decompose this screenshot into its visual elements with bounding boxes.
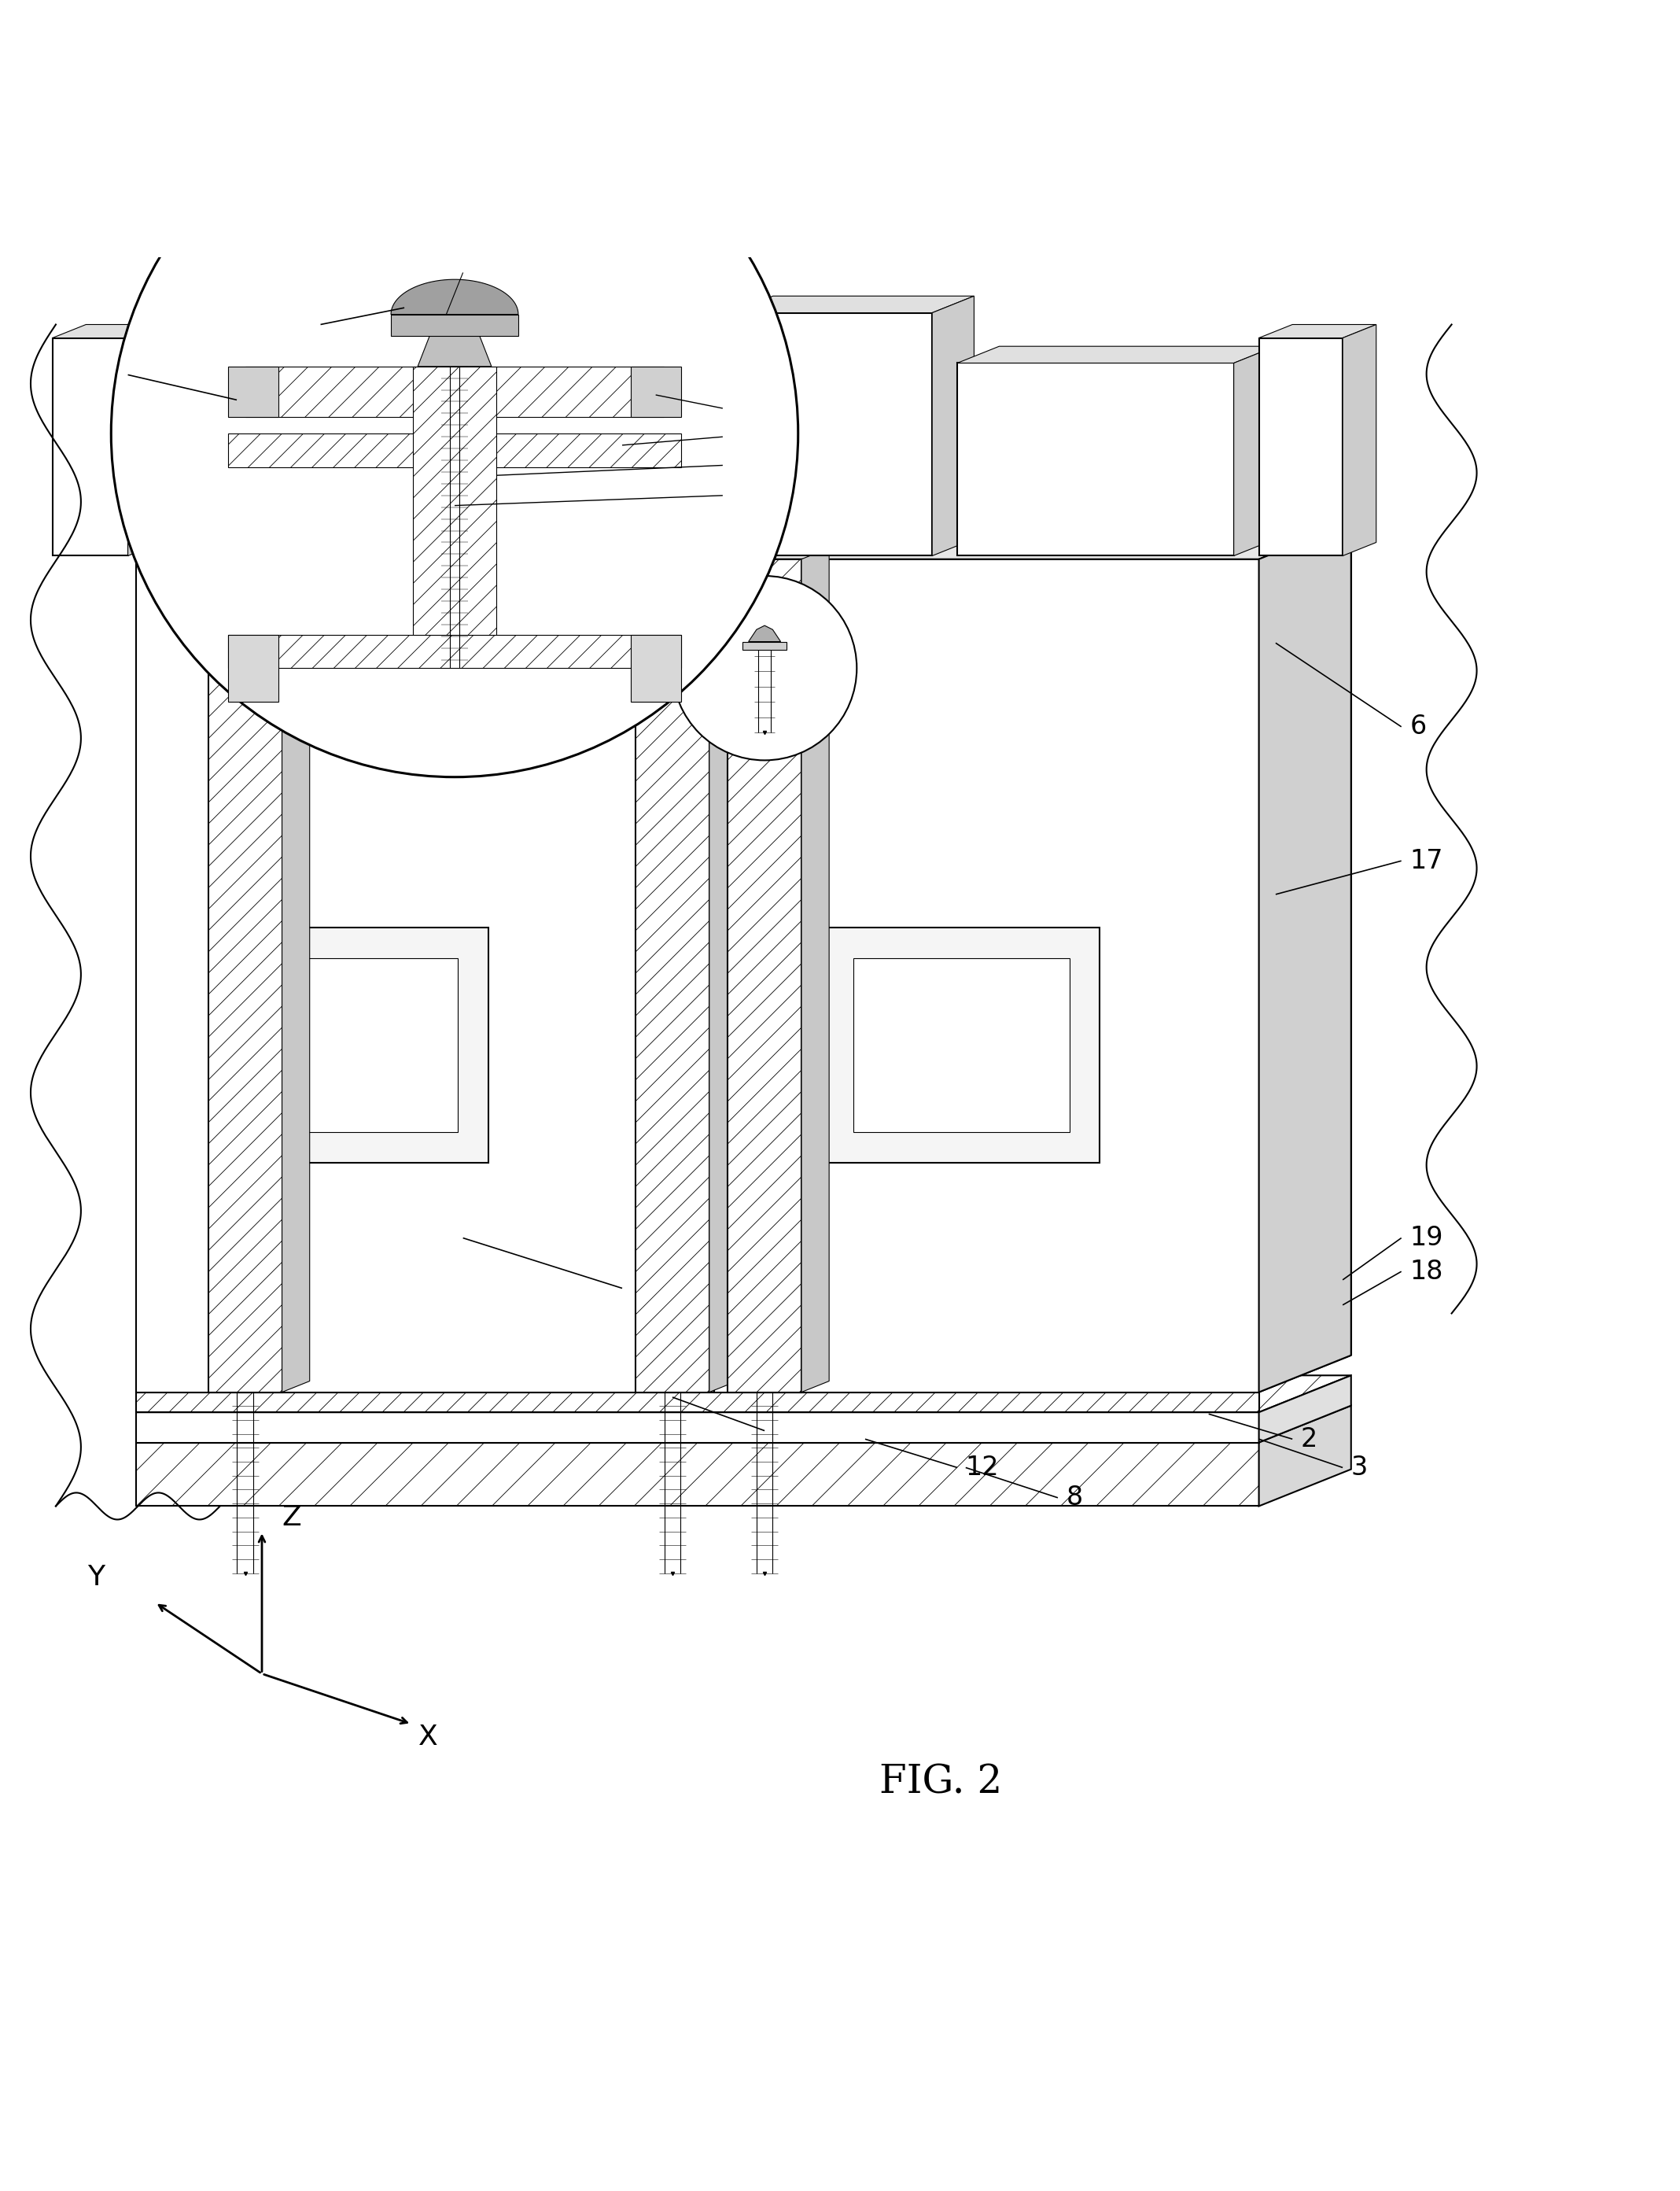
Polygon shape [228, 366, 279, 416]
Polygon shape [228, 635, 680, 668]
Polygon shape [630, 635, 680, 701]
Text: 18: 18 [1410, 1258, 1443, 1284]
Polygon shape [250, 957, 459, 1133]
Polygon shape [52, 337, 128, 557]
Text: Y: Y [87, 1564, 104, 1591]
Polygon shape [136, 1391, 1258, 1413]
Polygon shape [743, 642, 786, 651]
Polygon shape [380, 364, 664, 557]
Polygon shape [144, 296, 396, 313]
Text: 9: 9 [82, 357, 99, 383]
Text: 5: 5 [736, 425, 751, 449]
Polygon shape [1258, 337, 1342, 557]
Polygon shape [1233, 346, 1275, 557]
Polygon shape [714, 559, 1258, 1391]
Text: 4: 4 [773, 1418, 790, 1444]
Polygon shape [932, 296, 974, 557]
Text: X: X [418, 1724, 438, 1751]
Polygon shape [228, 434, 680, 467]
Polygon shape [228, 635, 279, 701]
Polygon shape [52, 324, 161, 337]
Text: 12: 12 [966, 1455, 1000, 1481]
Polygon shape [731, 296, 974, 313]
Polygon shape [128, 324, 161, 557]
Polygon shape [136, 1407, 1351, 1442]
Polygon shape [727, 559, 801, 1391]
Text: 8: 8 [1067, 1485, 1084, 1512]
Text: Z: Z [282, 1505, 301, 1532]
Polygon shape [220, 929, 489, 1163]
Text: 16: 16 [736, 397, 766, 421]
Polygon shape [354, 296, 396, 557]
Polygon shape [136, 1413, 1258, 1442]
Polygon shape [714, 521, 1351, 559]
Text: 19: 19 [1410, 1225, 1443, 1251]
Polygon shape [282, 548, 309, 1391]
Text: 20: 20 [736, 484, 766, 506]
Text: 2: 2 [1300, 1426, 1317, 1453]
Polygon shape [136, 1442, 1258, 1505]
Circle shape [111, 90, 798, 778]
Polygon shape [413, 366, 497, 635]
Polygon shape [1342, 324, 1376, 557]
Polygon shape [709, 548, 738, 1391]
Polygon shape [136, 1356, 1351, 1391]
Polygon shape [208, 559, 282, 1391]
Polygon shape [136, 521, 790, 559]
Text: 3: 3 [1351, 1455, 1368, 1481]
Polygon shape [245, 366, 664, 416]
Polygon shape [1258, 324, 1376, 337]
Polygon shape [630, 366, 680, 416]
Polygon shape [801, 548, 830, 1391]
Text: 6: 6 [1410, 714, 1426, 741]
Polygon shape [1258, 1376, 1351, 1442]
Polygon shape [136, 1376, 1351, 1413]
Text: 7: 7 [630, 1275, 647, 1301]
Circle shape [672, 576, 857, 760]
Text: 11: 11 [228, 309, 262, 335]
Polygon shape [635, 559, 709, 1391]
Polygon shape [731, 313, 932, 557]
Polygon shape [823, 929, 1100, 1163]
Polygon shape [136, 559, 697, 1391]
Polygon shape [664, 346, 706, 557]
Polygon shape [1258, 1407, 1351, 1505]
Polygon shape [1258, 521, 1351, 1391]
Polygon shape [144, 313, 354, 557]
Polygon shape [380, 346, 706, 364]
Polygon shape [958, 346, 1275, 364]
Polygon shape [418, 335, 492, 366]
Polygon shape [391, 316, 517, 335]
Text: FIG. 2: FIG. 2 [879, 1764, 1001, 1803]
Polygon shape [136, 559, 1258, 1330]
Polygon shape [958, 364, 1233, 557]
Text: 17: 17 [1410, 848, 1443, 874]
Polygon shape [391, 280, 517, 316]
Polygon shape [749, 627, 781, 642]
Polygon shape [853, 957, 1070, 1133]
Text: 8: 8 [736, 454, 751, 478]
